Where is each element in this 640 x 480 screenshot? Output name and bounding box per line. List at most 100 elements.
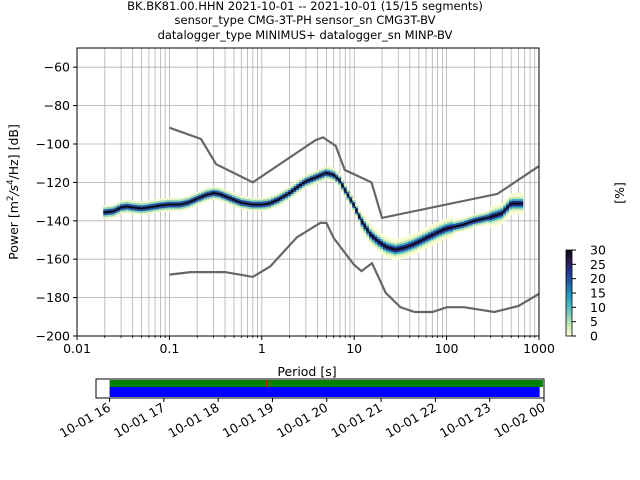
heatmap-cell: [201, 201, 205, 204]
heatmap-cell: [492, 220, 496, 223]
heatmap-cell: [108, 206, 112, 209]
heatmap-cell: [388, 245, 392, 248]
heatmap-cell: [511, 206, 515, 209]
heatmap-cell: [293, 182, 297, 185]
heatmap-cell: [108, 214, 112, 217]
heatmap-cell: [413, 252, 417, 255]
heatmap-cell: [374, 246, 378, 249]
heatmap-cell: [441, 221, 445, 224]
heatmap-cell: [399, 237, 403, 240]
heatmap-cell: [447, 236, 451, 239]
heatmap-cell: [209, 194, 213, 197]
heatmap-cell: [377, 231, 381, 234]
heatmap-cell: [248, 208, 252, 211]
heatmap-cell: [217, 196, 222, 199]
heatmap-cell: [290, 195, 294, 198]
heatmap-cell: [497, 215, 501, 218]
heatmap-cell: [190, 204, 194, 207]
heatmap-cell: [257, 199, 261, 202]
heatmap-cell: [153, 207, 157, 210]
heatmap-cell: [517, 194, 521, 197]
heatmap-cell: [265, 204, 269, 207]
heatmap-cell: [436, 225, 440, 228]
heatmap-cell: [108, 216, 112, 219]
timeline-tick-label: 10-01 23: [437, 400, 493, 441]
heatmap-cell: [380, 252, 384, 255]
heatmap-cell: [385, 255, 389, 258]
heatmap-cell: [416, 244, 420, 247]
heatmap-cell: [226, 201, 230, 204]
heatmap-cell: [394, 238, 398, 241]
heatmap-cell: [374, 248, 378, 251]
heatmap-cell: [215, 188, 219, 191]
heatmap-cell: [145, 210, 149, 213]
heatmap-cell: [301, 187, 306, 190]
heatmap-cell: [220, 199, 224, 202]
heatmap-cell: [142, 210, 146, 213]
heatmap-cell: [156, 206, 160, 209]
heatmap-cell: [453, 225, 457, 228]
heatmap-cell: [447, 225, 451, 228]
heatmap-cell: [436, 229, 440, 232]
heatmap-cell: [346, 190, 350, 193]
heatmap-cell: [397, 255, 401, 258]
heatmap-cell: [433, 238, 437, 241]
heatmap-cell: [226, 200, 230, 203]
heatmap-cell: [318, 176, 322, 179]
heatmap-cell: [349, 204, 353, 207]
heatmap-cell: [248, 201, 252, 204]
heatmap-cell: [472, 218, 476, 221]
heatmap-cell: [413, 240, 417, 243]
heatmap-cell: [369, 235, 373, 238]
heatmap-cell: [117, 211, 121, 214]
heatmap-cell: [419, 232, 423, 235]
heatmap-cell: [111, 204, 115, 207]
heatmap-cell: [408, 240, 412, 243]
heatmap-cell: [117, 203, 121, 206]
heatmap-cell: [293, 189, 297, 192]
heatmap-cell: [251, 205, 255, 208]
heatmap-cell: [497, 213, 501, 216]
heatmap-cell: [380, 237, 384, 240]
heatmap-cell: [444, 231, 448, 234]
heatmap-cell: [240, 197, 244, 200]
heatmap-cell: [192, 197, 196, 200]
heatmap-cell: [212, 197, 216, 200]
heatmap-cell: [430, 228, 434, 231]
heatmap-cell: [279, 202, 283, 205]
heatmap-cell: [332, 178, 336, 181]
heatmap-cell: [223, 191, 227, 194]
heatmap-cell: [489, 206, 493, 209]
heatmap-cell: [472, 223, 476, 226]
heatmap-cell: [195, 199, 199, 202]
heatmap-cell: [209, 188, 213, 191]
heatmap-cell: [148, 204, 152, 207]
heatmap-cell: [301, 183, 306, 186]
heatmap-cell: [397, 242, 401, 245]
heatmap-cell: [436, 237, 440, 240]
heatmap-cell: [408, 235, 412, 238]
heatmap-cell: [178, 209, 182, 212]
heatmap-cell: [285, 187, 289, 190]
heatmap-cell: [268, 196, 272, 199]
x-axis-ticks: 0.01 0.1 1 10 100 1000: [63, 336, 555, 356]
heatmap-cell: [212, 195, 216, 198]
heatmap-cell: [313, 174, 317, 177]
heatmap-cell: [444, 218, 448, 221]
heatmap-cell: [425, 238, 429, 241]
heatmap-cell: [231, 192, 236, 195]
heatmap-cell: [335, 171, 339, 174]
heatmap-cell: [464, 224, 468, 227]
heatmap-cell: [405, 255, 409, 258]
timeline-tick-label: 10-01 20: [274, 400, 330, 441]
heatmap-cell: [321, 167, 325, 170]
heatmap-cell: [162, 206, 166, 209]
heatmap-cell: [265, 200, 269, 203]
heatmap-cell: [467, 225, 471, 228]
heatmap-cell: [170, 205, 174, 208]
heatmap-cell: [363, 230, 367, 233]
heatmap-cell: [366, 219, 370, 222]
heatmap-cell: [131, 204, 135, 207]
heatmap-cell: [419, 235, 423, 238]
